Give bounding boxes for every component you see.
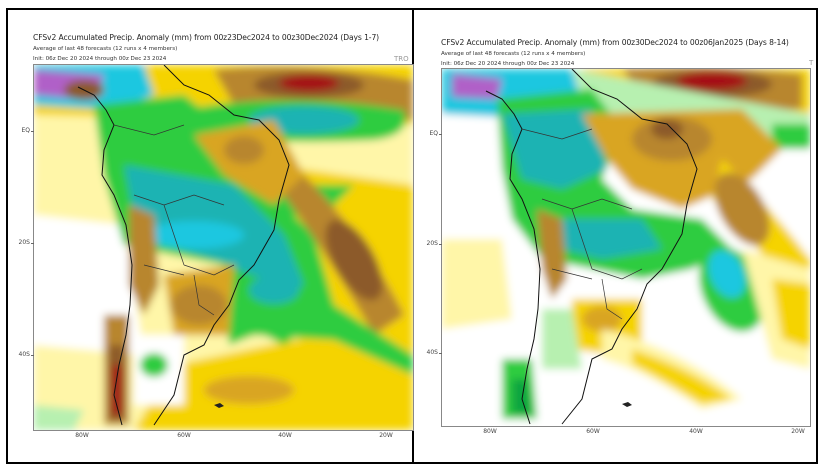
- precip-anomaly-map[interactable]: [33, 64, 414, 431]
- y-tick: [439, 134, 442, 135]
- x-tick-label: 20W: [783, 428, 813, 435]
- y-tick-label: EQ: [416, 130, 438, 137]
- anomaly-field: [442, 69, 810, 426]
- map-subtitle: Average of last 48 forecasts (12 runs x …: [33, 46, 177, 52]
- x-tick-label: 60W: [169, 432, 199, 439]
- anomaly-field: [34, 65, 413, 430]
- map-corner-tag: T: [809, 59, 813, 67]
- y-tick-label: 40S: [8, 351, 30, 358]
- map-corner-tag: TRO: [394, 55, 409, 63]
- x-tick-label: 60W: [578, 428, 608, 435]
- map-panel-days-1-7: CFSv2 Accumulated Precip. Anomaly (mm) f…: [8, 10, 412, 462]
- y-tick-label: EQ: [8, 127, 30, 134]
- y-tick: [439, 244, 442, 245]
- map-panel-days-8-14: CFSv2 Accumulated Precip. Anomaly (mm) f…: [414, 10, 816, 462]
- y-tick-label: 40S: [416, 349, 438, 356]
- y-tick: [439, 353, 442, 354]
- map-title: CFSv2 Accumulated Precip. Anomaly (mm) f…: [441, 38, 789, 47]
- map-init-text: Init: 06z Dec 20 2024 through 00z Dec 23…: [441, 61, 574, 67]
- y-tick: [31, 355, 34, 356]
- map-canvas: [442, 69, 810, 426]
- map-subtitle: Average of last 48 forecasts (12 runs x …: [441, 51, 585, 57]
- y-tick: [31, 131, 34, 132]
- y-tick: [31, 243, 34, 244]
- x-tick-label: 20W: [371, 432, 401, 439]
- y-tick-label: 20S: [8, 239, 30, 246]
- precip-anomaly-map[interactable]: [441, 68, 811, 427]
- x-tick-label: 80W: [475, 428, 505, 435]
- map-init-text: Init: 06z Dec 20 2024 through 00z Dec 23…: [33, 56, 166, 62]
- map-canvas: [34, 65, 413, 430]
- x-tick-label: 80W: [67, 432, 97, 439]
- map-title: CFSv2 Accumulated Precip. Anomaly (mm) f…: [33, 33, 379, 42]
- y-tick-label: 20S: [416, 240, 438, 247]
- x-tick-label: 40W: [681, 428, 711, 435]
- x-tick-label: 40W: [270, 432, 300, 439]
